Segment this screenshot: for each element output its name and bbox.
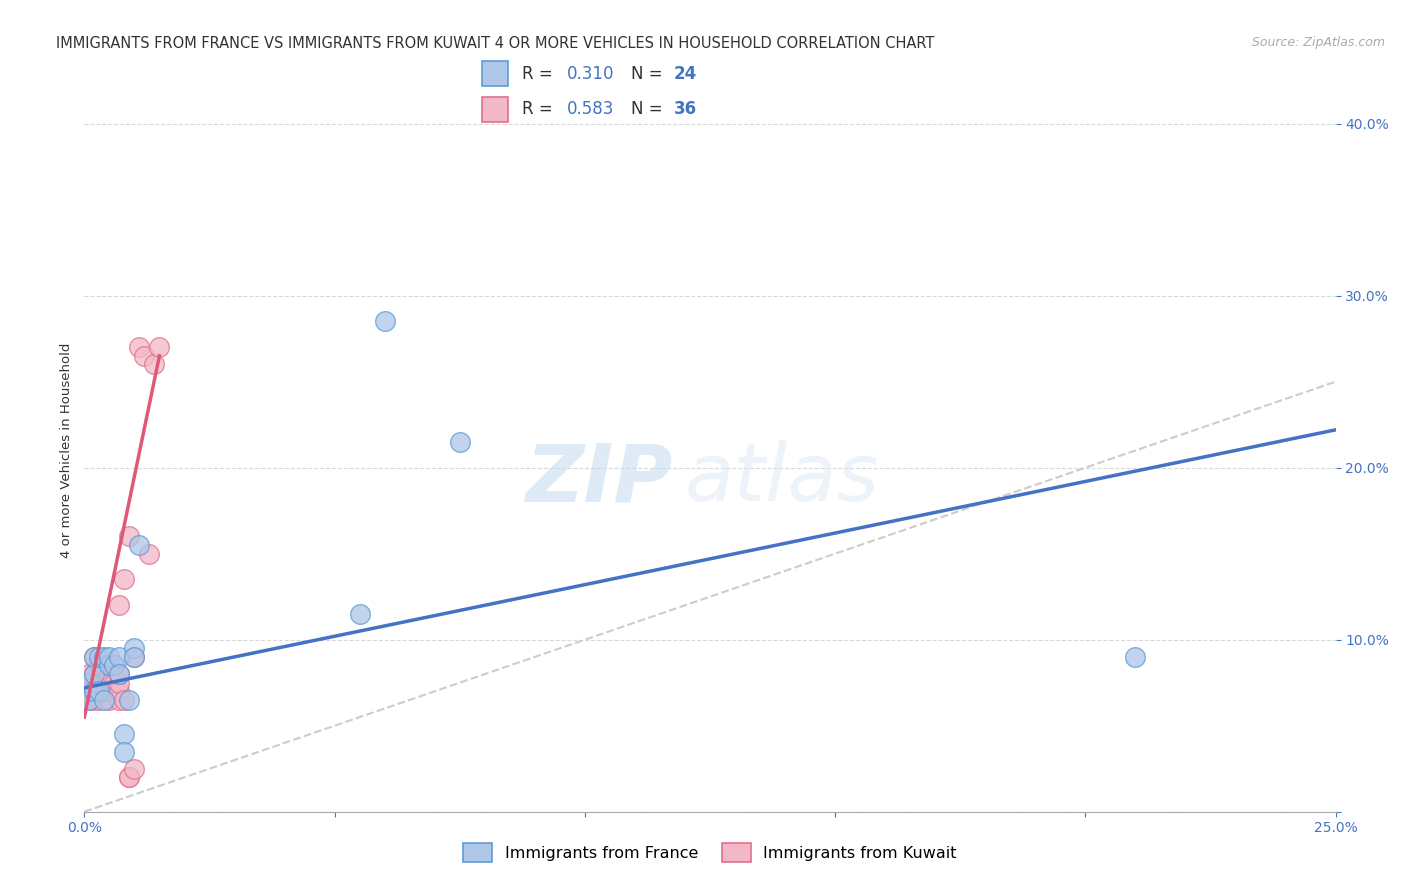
Point	[79, 693, 101, 707]
Point	[112, 744, 135, 758]
Point	[79, 675, 101, 690]
Point	[128, 538, 150, 552]
Point	[98, 658, 121, 673]
Point	[138, 547, 160, 561]
Point	[134, 349, 156, 363]
Point	[83, 693, 105, 707]
Point	[112, 693, 135, 707]
Point	[112, 573, 135, 587]
Text: IMMIGRANTS FROM FRANCE VS IMMIGRANTS FROM KUWAIT 4 OR MORE VEHICLES IN HOUSEHOLD: IMMIGRANTS FROM FRANCE VS IMMIGRANTS FRO…	[56, 36, 935, 51]
Point	[89, 684, 111, 698]
Point	[89, 658, 111, 673]
Point	[118, 770, 141, 784]
Text: 0.583: 0.583	[567, 100, 614, 119]
Point	[118, 770, 141, 784]
Point	[108, 649, 131, 664]
Bar	[482, 96, 509, 122]
Point	[98, 667, 121, 681]
Point	[83, 684, 105, 698]
Point	[124, 641, 146, 656]
Point	[93, 693, 115, 707]
Text: 0.310: 0.310	[567, 65, 614, 83]
Point	[108, 667, 131, 681]
Point	[83, 667, 105, 681]
Point	[128, 340, 150, 354]
Point	[98, 649, 121, 664]
Point	[83, 667, 105, 681]
Point	[98, 693, 121, 707]
Point	[79, 693, 101, 707]
Point	[148, 340, 170, 354]
Point	[349, 607, 371, 621]
Point	[93, 649, 115, 664]
Y-axis label: 4 or more Vehicles in Household: 4 or more Vehicles in Household	[60, 343, 73, 558]
Text: atlas: atlas	[685, 441, 880, 518]
Text: ZIP: ZIP	[524, 441, 672, 518]
Point	[103, 658, 125, 673]
Point	[1125, 649, 1147, 664]
Point	[108, 667, 131, 681]
Point	[93, 675, 115, 690]
Point	[108, 684, 131, 698]
Point	[83, 649, 105, 664]
Bar	[482, 62, 509, 87]
Point	[108, 693, 131, 707]
Point	[449, 434, 471, 449]
Point	[89, 649, 111, 664]
Point	[118, 529, 141, 543]
Point	[108, 599, 131, 613]
Point	[83, 649, 105, 664]
Point	[98, 658, 121, 673]
Text: N =: N =	[631, 100, 668, 119]
Point	[98, 684, 121, 698]
Point	[374, 314, 396, 328]
Point	[93, 684, 115, 698]
Point	[103, 658, 125, 673]
Point	[103, 675, 125, 690]
Text: Source: ZipAtlas.com: Source: ZipAtlas.com	[1251, 36, 1385, 49]
Point	[83, 684, 105, 698]
Point	[118, 693, 141, 707]
Text: 36: 36	[673, 100, 697, 119]
Text: R =: R =	[522, 65, 558, 83]
Point	[89, 675, 111, 690]
Point	[79, 684, 101, 698]
Point	[124, 649, 146, 664]
Point	[93, 658, 115, 673]
Point	[108, 675, 131, 690]
Text: R =: R =	[522, 100, 558, 119]
Point	[124, 762, 146, 776]
Point	[112, 727, 135, 741]
Legend: Immigrants from France, Immigrants from Kuwait: Immigrants from France, Immigrants from …	[457, 837, 963, 869]
Text: N =: N =	[631, 65, 668, 83]
Point	[124, 649, 146, 664]
Point	[79, 667, 101, 681]
Text: 24: 24	[673, 65, 697, 83]
Point	[89, 693, 111, 707]
Point	[143, 358, 166, 372]
